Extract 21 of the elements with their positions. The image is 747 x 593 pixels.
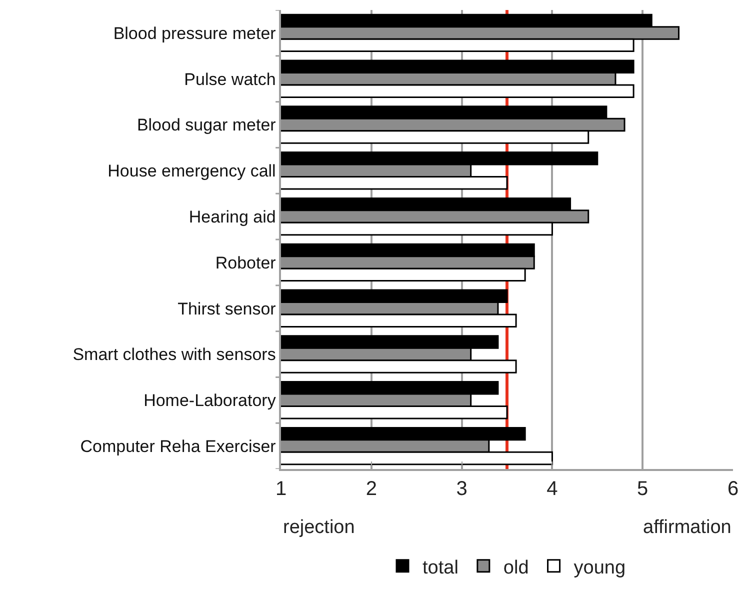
x-tick-label: 6 (727, 478, 739, 500)
x-tick-label: 4 (546, 478, 558, 500)
text: rejection (283, 517, 355, 538)
y-tick-label: Blood pressure meter (113, 24, 276, 43)
y-tick-label: Hearing aid (188, 208, 276, 226)
y-tick-label: Pulse watch (184, 70, 276, 89)
x-tick-label: 1 (275, 478, 287, 500)
y-tick-label: Home-Laboratory (144, 391, 276, 410)
y-tick-label: Computer Reha Exerciser (80, 437, 276, 456)
y-tick-label: Roboter (215, 253, 276, 272)
legend-label: total (422, 557, 458, 578)
text: affirmation (643, 517, 732, 538)
y-tick-label: Thirst sensor (178, 299, 276, 318)
y-tick-label: Blood sugar meter (136, 116, 276, 135)
x-tick-label: 5 (637, 478, 648, 500)
legend-label: young (574, 557, 626, 578)
legend-label: old (503, 557, 529, 578)
x-tick-label: 3 (456, 478, 468, 500)
y-tick-label: Smart clothes with sensors (72, 345, 276, 364)
x-tick-label: 2 (366, 478, 377, 500)
y-tick-label: House emergency call (108, 162, 276, 181)
